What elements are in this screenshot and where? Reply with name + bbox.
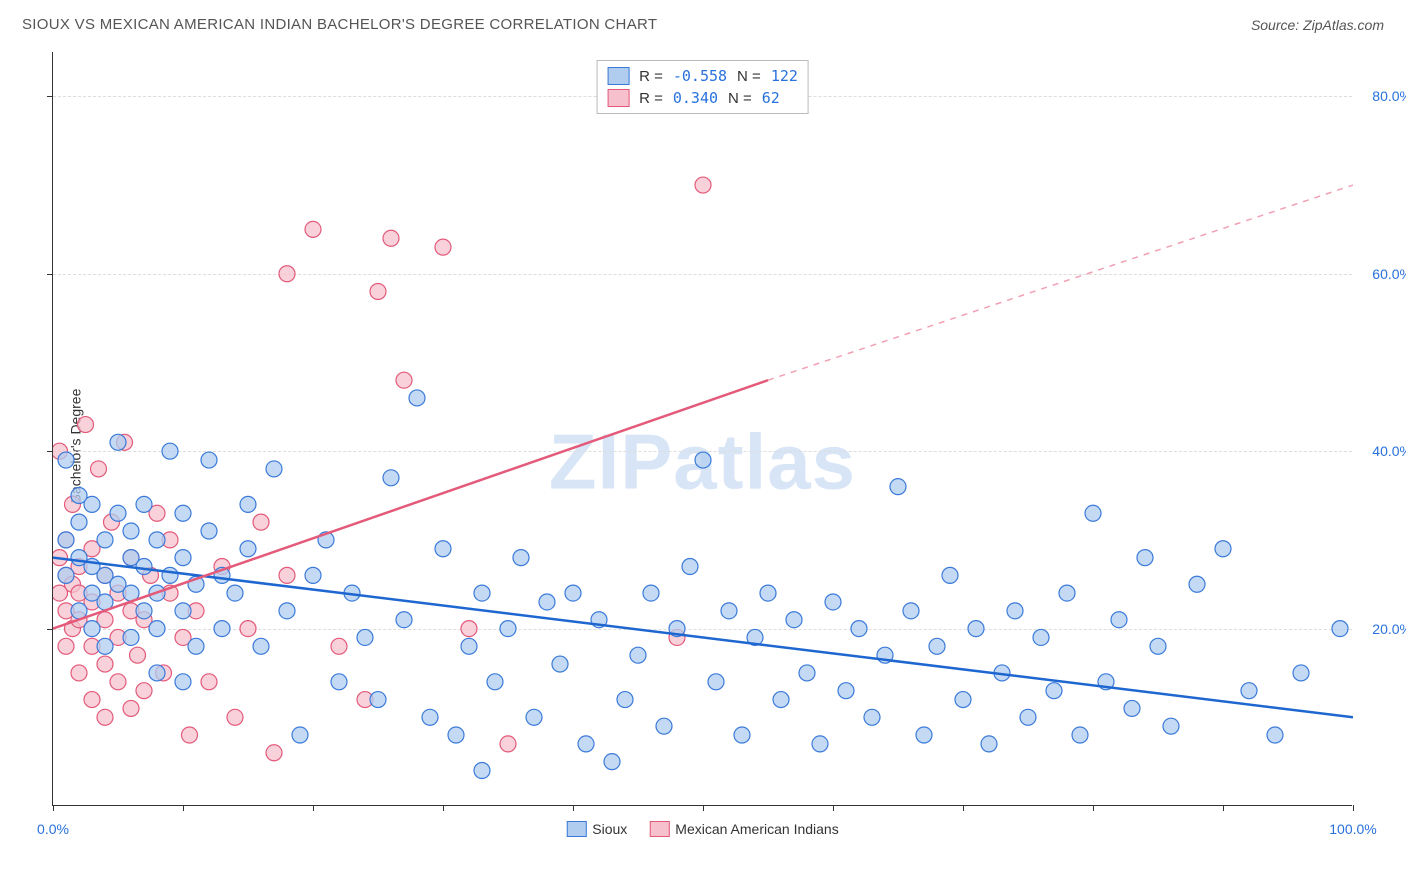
chart-title: SIOUX VS MEXICAN AMERICAN INDIAN BACHELO… <box>22 16 657 33</box>
legend-swatch <box>649 821 669 837</box>
y-tick-label: 80.0% <box>1372 88 1406 104</box>
y-tick-label: 60.0% <box>1372 266 1406 282</box>
legend-item: Sioux <box>566 821 627 837</box>
scatter-plot: ZIPatlas 20.0%40.0%60.0%80.0% 0.0%100.0%… <box>52 52 1352 806</box>
n-value: 62 <box>762 89 780 107</box>
legend-swatch <box>607 89 629 107</box>
r-label: R = <box>639 90 663 107</box>
legend-label: Sioux <box>592 821 627 837</box>
x-tick-label: 0.0% <box>37 821 69 837</box>
r-value: -0.558 <box>673 67 727 85</box>
legend: Sioux Mexican American Indians <box>566 821 838 837</box>
x-tick-label: 100.0% <box>1329 821 1376 837</box>
r-value: 0.340 <box>673 89 718 107</box>
source-attribution: Source: ZipAtlas.com <box>1251 17 1384 33</box>
stat-row: R = -0.558 N = 122 <box>607 65 798 87</box>
correlation-stats-box: R =-0.558N =122R = 0.340N = 62 <box>596 60 809 114</box>
n-label: N = <box>737 68 761 85</box>
x-tick <box>1353 805 1354 811</box>
y-tick-label: 40.0% <box>1372 443 1406 459</box>
legend-swatch <box>566 821 586 837</box>
n-label: N = <box>728 90 752 107</box>
stat-row: R = 0.340 N = 62 <box>607 87 798 109</box>
n-value: 122 <box>771 67 798 85</box>
legend-swatch <box>607 67 629 85</box>
y-tick-label: 20.0% <box>1372 621 1406 637</box>
r-label: R = <box>639 68 663 85</box>
plot-svg <box>53 52 1353 806</box>
legend-label: Mexican American Indians <box>675 821 838 837</box>
legend-item: Mexican American Indians <box>649 821 838 837</box>
